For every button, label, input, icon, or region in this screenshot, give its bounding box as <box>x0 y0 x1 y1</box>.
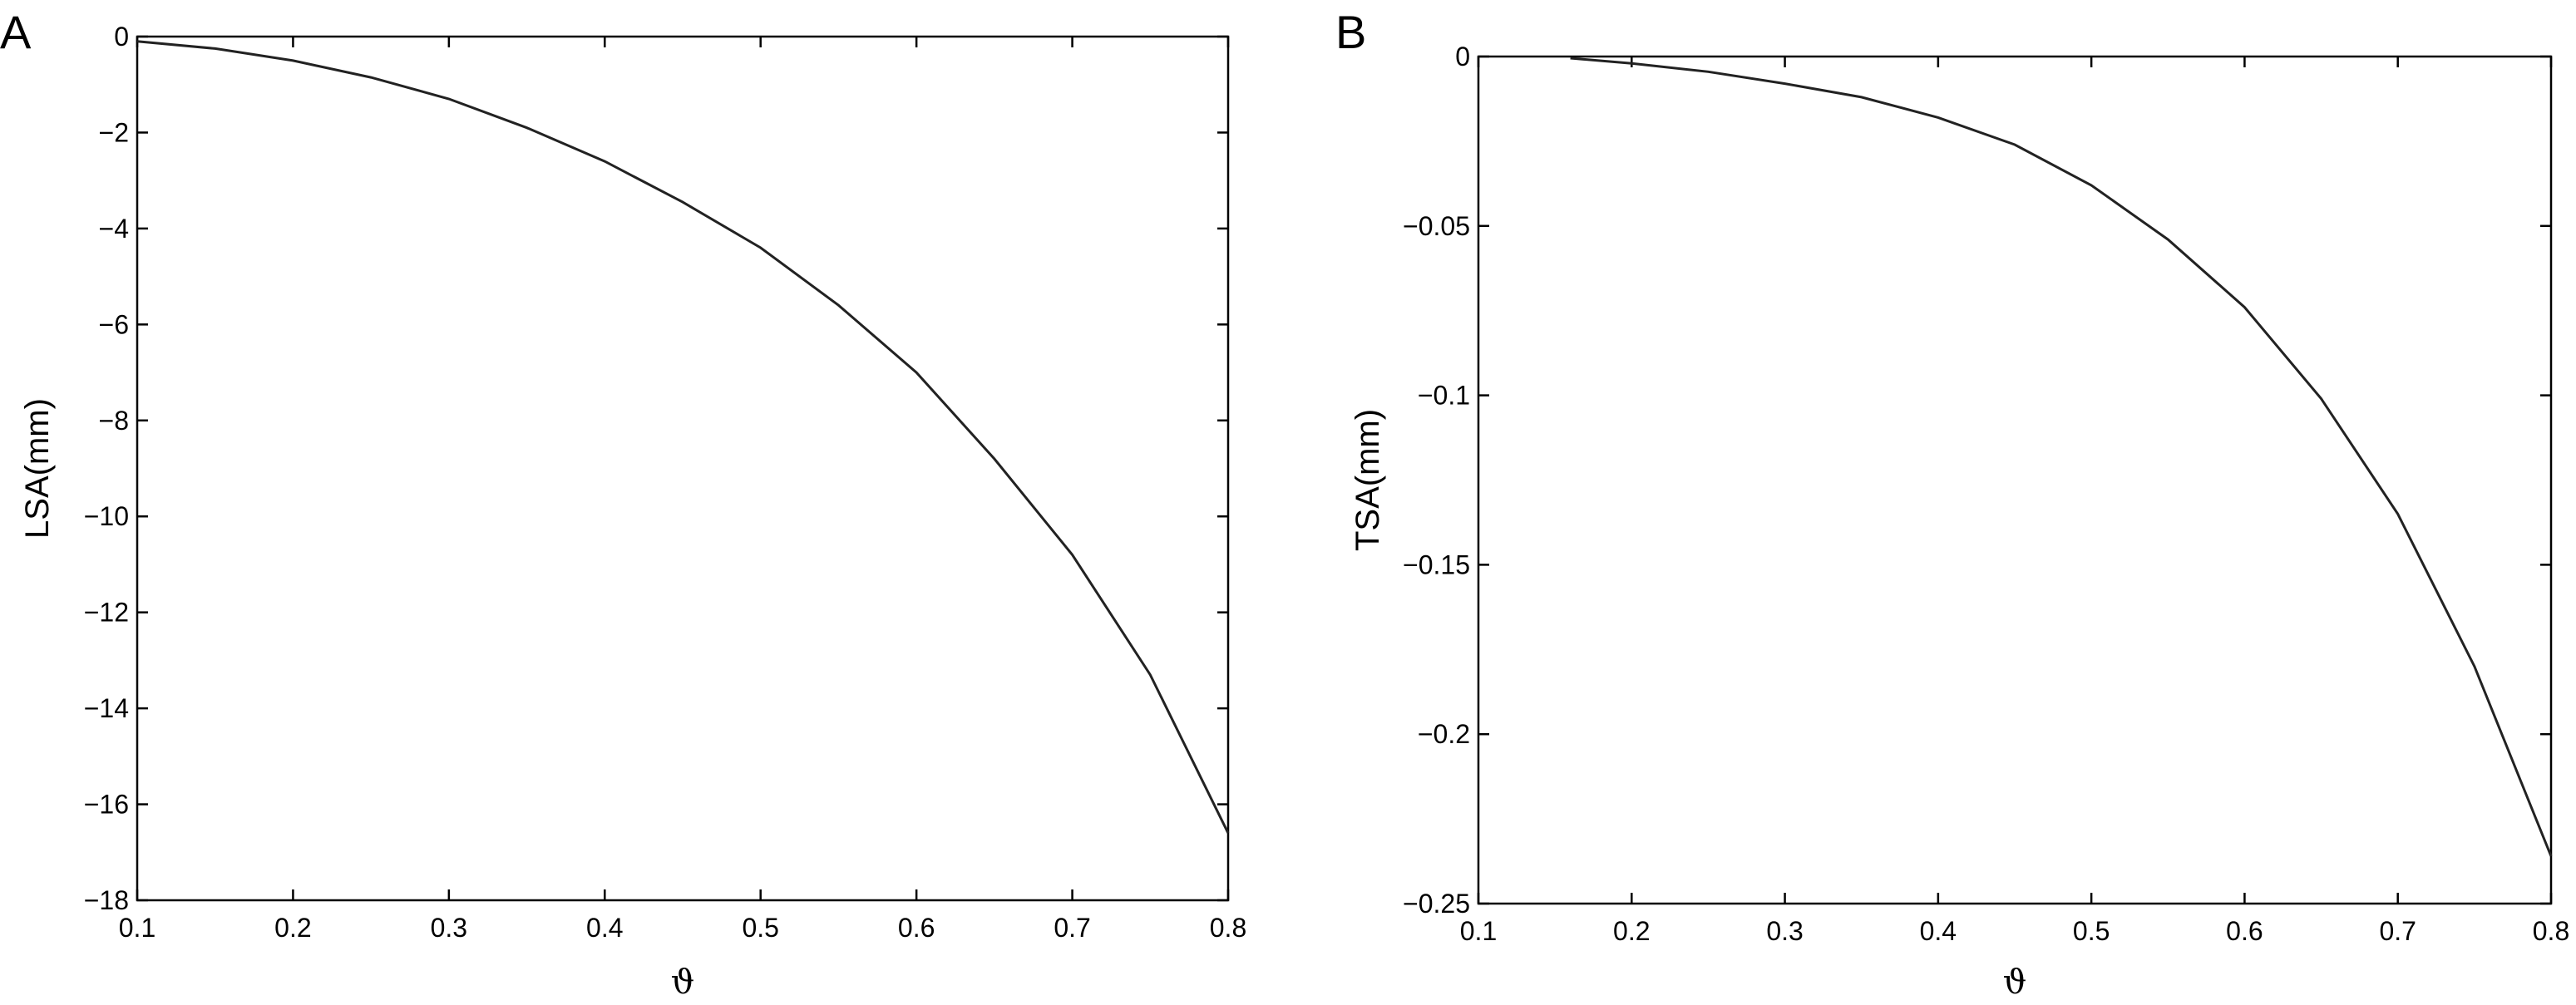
y-tick-label: −10 <box>84 501 129 531</box>
y-tick-label: 0 <box>1455 42 1470 71</box>
x-tick-label: 0.3 <box>431 913 467 943</box>
x-tick-label: 0.1 <box>119 913 155 943</box>
y-tick-label: −4 <box>99 214 129 244</box>
y-tick-label: −0.05 <box>1403 211 1470 241</box>
x-tick-label: 0.7 <box>2379 916 2416 946</box>
x-tick-label: 0.3 <box>1766 916 1803 946</box>
y-axis-label: LSA(mm) <box>19 398 56 539</box>
x-axis-label: ϑ <box>2003 963 2027 1002</box>
x-tick-label: 0.4 <box>586 913 623 943</box>
panel-a: 0.1 0.2 0.3 0.4 0.5 0.6 0.7 0.8 0 −2 −4 −6 −8 −10 −12 −… <box>0 6 1246 1002</box>
x-tick-label: 0.1 <box>1460 916 1497 946</box>
x-tick-label: 0.5 <box>2073 916 2110 946</box>
x-tick-label: 0.2 <box>1613 916 1650 946</box>
series-line <box>1570 57 2553 857</box>
y-tick-label: −6 <box>99 309 129 339</box>
y-axis-label: TSA(mm) <box>1350 409 1386 551</box>
y-tick-label: −8 <box>99 406 129 436</box>
x-tick-label: 0.2 <box>274 913 311 943</box>
panel-letter: A <box>0 6 32 58</box>
plot-frame <box>1477 55 2553 905</box>
x-tick-label: 0.7 <box>1054 913 1090 943</box>
x-tick-label: 0.6 <box>898 913 935 943</box>
x-tick-label: 0.6 <box>2226 916 2263 946</box>
y-tick-label: −2 <box>99 117 129 147</box>
y-tick-label: −0.15 <box>1403 549 1470 579</box>
y-tick-label: −0.1 <box>1418 381 1470 411</box>
y-tick-label: 0 <box>114 22 129 52</box>
x-tick-label: 0.4 <box>1920 916 1957 946</box>
y-tick-label: −12 <box>84 598 129 628</box>
plot-frame <box>136 35 1230 902</box>
panel-b: 0.1 0.2 0.3 0.4 0.5 0.6 0.7 0.8 0 −0.05 −0.1 −0.15 −… <box>1335 6 2569 1002</box>
y-tick-label: −16 <box>84 790 129 820</box>
x-tick-label: 0.5 <box>742 913 778 943</box>
y-tick-label: −0.25 <box>1403 889 1470 919</box>
y-tick-label: −14 <box>84 693 129 723</box>
y-tick-label: −0.2 <box>1418 719 1470 749</box>
x-tick-label: 0.8 <box>2533 916 2569 946</box>
x-axis-label: ϑ <box>671 963 695 1002</box>
y-tick-label: −18 <box>84 885 129 915</box>
x-tick-label: 0.8 <box>1210 913 1246 943</box>
panel-letter: B <box>1335 6 1366 58</box>
series-line <box>136 40 1230 834</box>
